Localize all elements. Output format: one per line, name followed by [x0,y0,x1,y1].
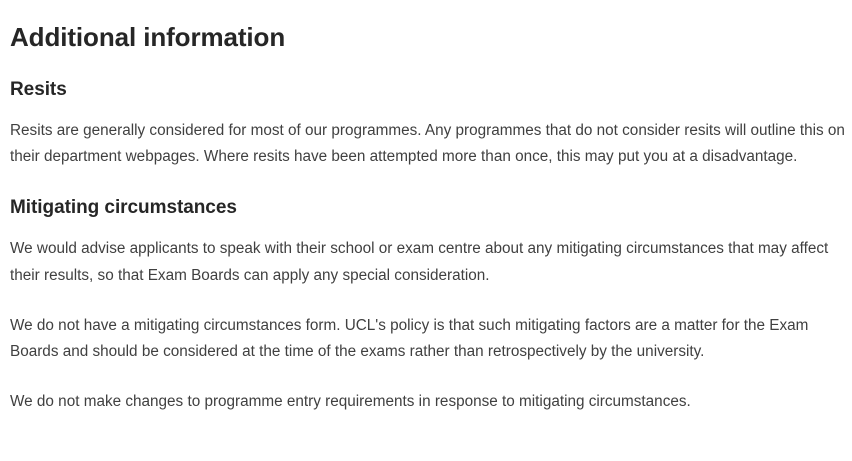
section-resits: Resits Resits are generally considered f… [10,78,848,170]
content-column: Additional information Resits Resits are… [10,22,848,415]
paragraph-mitigating-2: We do not have a mitigating circumstance… [10,316,809,361]
paragraph-mitigating-3: We do not make changes to programme entr… [10,393,691,411]
document-page: Additional information Resits Resits are… [10,22,848,415]
paragraph-resits-1: Resits are generally considered for most… [10,122,845,166]
page-title: Additional information [10,22,286,52]
section-mitigating-circumstances: Mitigating circumstances We would advise… [10,196,848,415]
paragraph-mitigating-1: We would advise applicants to speak with… [10,240,829,284]
subsection-heading-mitigating-circumstances: Mitigating circumstances [10,197,237,219]
subsection-heading-resits: Resits [10,79,67,100]
